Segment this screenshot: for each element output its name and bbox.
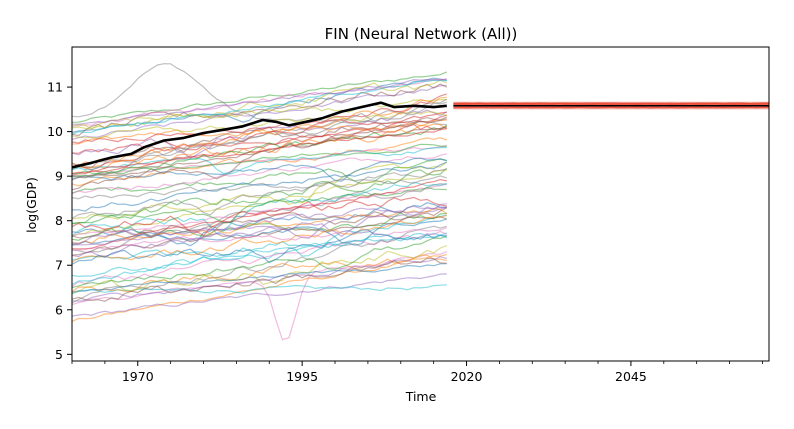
background-series-line (72, 196, 447, 237)
x-tick-label: 1995 (286, 369, 318, 384)
background-series-line (72, 232, 448, 278)
forecast-sample-line (453, 106, 769, 109)
background-series-line (72, 96, 447, 167)
background-series-line (72, 229, 447, 265)
background-series-line (72, 116, 448, 169)
plot-area (72, 63, 769, 341)
background-series-line (72, 244, 448, 294)
forecast-sample-line (453, 103, 769, 106)
background-series-line (72, 146, 447, 175)
background-series-line (72, 250, 448, 341)
background-series-line (72, 93, 447, 171)
background-series-line (72, 263, 447, 293)
forecast-sample-line (453, 102, 769, 105)
background-series-line (72, 123, 447, 154)
forecast-sample-line (453, 106, 769, 109)
background-series-line (72, 234, 448, 261)
background-series-line (72, 79, 448, 130)
background-series-line (72, 161, 448, 212)
background-series-line (72, 214, 447, 286)
y-tick-label: 6 (55, 302, 63, 317)
background-series-line (72, 84, 447, 140)
background-series-line (72, 256, 447, 302)
y-tick-label: 10 (47, 124, 63, 139)
background-series-line (72, 183, 447, 254)
background-series-line (72, 235, 448, 289)
y-axis-label: log(GDP) (24, 177, 39, 233)
forecast-sample-line (453, 106, 769, 109)
background-series-line (72, 203, 447, 245)
forecast-sample-line (453, 103, 769, 106)
background-series-line (72, 168, 447, 219)
background-series-line (72, 178, 447, 250)
forecast-sample-line (453, 103, 769, 106)
background-series-line (72, 175, 447, 200)
y-tick-label: 8 (55, 213, 63, 228)
y-tick-label: 7 (55, 258, 63, 273)
background-series-line (72, 99, 447, 130)
background-series-line (72, 273, 447, 317)
forecast-sample-line (453, 102, 769, 105)
background-series-line (72, 111, 447, 144)
x-axis: 1970 1995 2020 2045 (71, 361, 763, 384)
background-series-line (72, 257, 447, 302)
y-tick-label: 5 (55, 347, 63, 362)
y-axis: 5 6 7 8 9 10 11 (47, 80, 72, 362)
background-series-line (72, 78, 447, 125)
background-series-line (72, 186, 447, 224)
y-tick-label: 9 (55, 169, 63, 184)
y-tick-label: 11 (47, 80, 63, 95)
background-series-line (72, 143, 447, 178)
background-series-line (72, 161, 448, 220)
background-series-line (72, 98, 448, 178)
background-series-line (72, 214, 447, 263)
forecast-sample-line (453, 102, 769, 105)
plot-frame (71, 46, 770, 362)
x-tick-label: 2045 (615, 369, 647, 384)
background-series-line (72, 206, 447, 246)
x-tick-label: 2020 (451, 369, 483, 384)
forecast-sample-line (453, 102, 769, 105)
background-series-line (72, 71, 448, 123)
background-series-line (72, 157, 447, 194)
background-series-line (72, 205, 447, 258)
x-axis-label: Time (405, 389, 437, 404)
x-tick-label: 1970 (122, 369, 154, 384)
background-series-line (72, 79, 447, 135)
background-series-line (72, 127, 447, 175)
forecast-sample-line (453, 102, 769, 105)
highlight-series-line (72, 101, 447, 169)
forecast-sample-line (453, 106, 769, 109)
background-series-line (72, 111, 447, 139)
chart-title: FIN (Neural Network (All)) (325, 25, 518, 43)
background-series-line (72, 63, 447, 126)
forecast-sample-line (453, 102, 769, 105)
background-series-line (72, 225, 447, 304)
